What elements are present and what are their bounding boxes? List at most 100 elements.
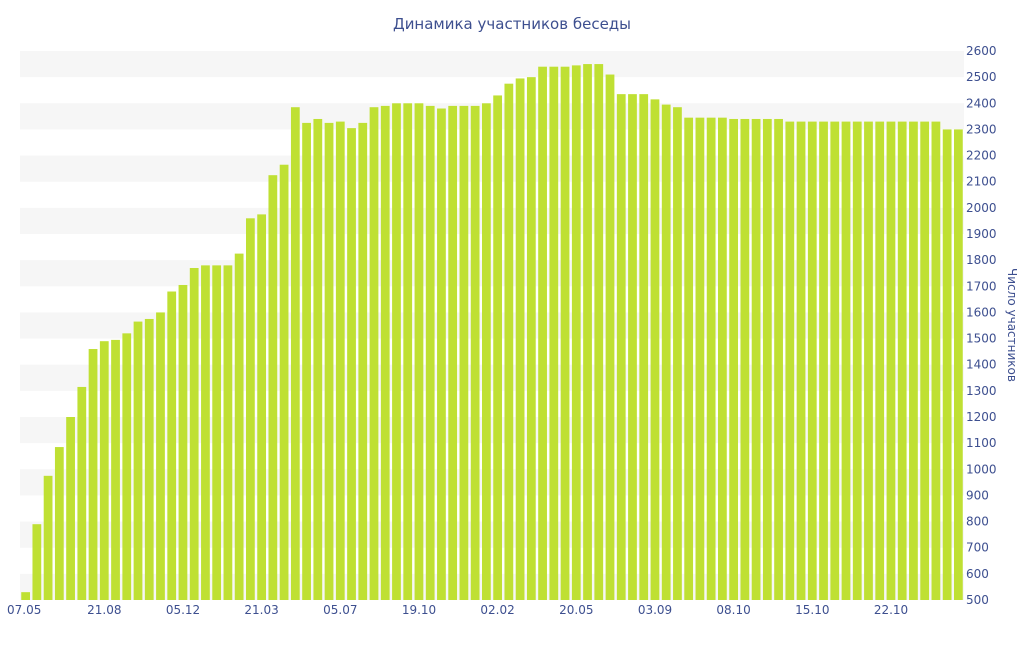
bar [201, 265, 210, 600]
bar [358, 122, 368, 600]
bar [111, 339, 120, 600]
x-tick-label: 20.05 [559, 603, 593, 617]
y-tick-label: 1600 [966, 305, 997, 319]
bar [380, 105, 390, 601]
bar-series [21, 64, 963, 601]
bar [796, 121, 806, 600]
grid-band [20, 417, 964, 444]
bar [639, 94, 649, 600]
y-tick-label: 1800 [966, 253, 997, 267]
y-tick-label: 2300 [966, 122, 997, 136]
y-tick-label: 1400 [966, 358, 997, 372]
bar [875, 121, 885, 600]
bar [290, 107, 300, 601]
bar [448, 105, 458, 601]
bar [729, 118, 739, 600]
y-axis-ticks: 500 600 700 800 900 1000 1100 1200 1300 1400 1500 1… [966, 44, 997, 607]
bar [156, 312, 165, 600]
x-tick-label: 03.09 [638, 603, 672, 617]
bar [931, 121, 941, 600]
y-tick-label: 2200 [966, 149, 997, 163]
bar [852, 121, 862, 600]
bar [785, 121, 795, 600]
bar [32, 524, 42, 600]
bar [807, 121, 817, 600]
chart-title: Динамика участников беседы [393, 15, 631, 33]
bar [695, 117, 705, 600]
y-tick-label: 1700 [966, 279, 997, 293]
y-tick-label: 2100 [966, 175, 997, 189]
bar [864, 121, 873, 600]
y-tick-label: 1100 [966, 436, 997, 450]
y-tick-label: 1000 [966, 462, 997, 476]
x-tick-label: 15.10 [795, 603, 829, 617]
y-tick-label: 600 [966, 567, 989, 581]
bar [751, 118, 761, 600]
grid-band [20, 573, 964, 600]
bar [762, 118, 772, 600]
y-tick-label: 2400 [966, 96, 997, 110]
bar [279, 164, 289, 600]
y-tick-label: 1500 [966, 332, 997, 346]
bar [718, 117, 727, 600]
bar [470, 105, 480, 601]
bar [88, 349, 98, 600]
bar [493, 95, 503, 600]
bar [920, 121, 930, 600]
bar [392, 103, 401, 600]
y-axis-title: Число участников [1005, 268, 1019, 382]
grid-band [20, 521, 964, 548]
y-tick-label: 1200 [966, 410, 997, 424]
bar [560, 66, 570, 600]
bar [268, 175, 278, 600]
bar [144, 318, 154, 600]
bar [886, 121, 896, 600]
bar [740, 118, 750, 600]
bar [628, 94, 637, 600]
bar [594, 64, 604, 600]
bar [246, 218, 255, 600]
bar [650, 99, 660, 601]
bar [122, 333, 132, 600]
bar [414, 103, 424, 600]
bar [482, 103, 491, 600]
bar [99, 341, 109, 600]
bar [661, 104, 671, 600]
bar [369, 107, 379, 601]
bar [549, 66, 559, 600]
bar [897, 121, 907, 600]
bar [706, 117, 716, 600]
bar [459, 105, 469, 601]
bar [437, 108, 446, 600]
bar [212, 265, 222, 600]
bar [167, 291, 177, 600]
bar [66, 417, 75, 600]
x-tick-label: 21.08 [87, 603, 121, 617]
y-tick-label: 500 [966, 593, 989, 607]
bar [234, 253, 244, 601]
grid-band [20, 260, 964, 287]
bar [583, 64, 592, 600]
x-tick-label: 08.10 [716, 603, 750, 617]
bar [335, 121, 345, 600]
y-tick-label: 800 [966, 515, 989, 529]
bar [774, 118, 783, 600]
bar [954, 129, 963, 600]
grid-band [20, 103, 964, 130]
bar [616, 94, 626, 600]
bar [526, 77, 536, 600]
x-tick-label: 05.12 [166, 603, 200, 617]
bar [133, 321, 143, 600]
bar [178, 284, 188, 600]
bar [324, 122, 334, 600]
bar [347, 128, 356, 600]
grid-band [20, 155, 964, 182]
grid-band [20, 312, 964, 339]
y-tick-label: 2600 [966, 44, 997, 58]
bar [257, 214, 267, 600]
y-tick-label: 700 [966, 541, 989, 555]
bar [673, 107, 682, 601]
y-tick-label: 900 [966, 488, 989, 502]
y-tick-label: 1300 [966, 384, 997, 398]
